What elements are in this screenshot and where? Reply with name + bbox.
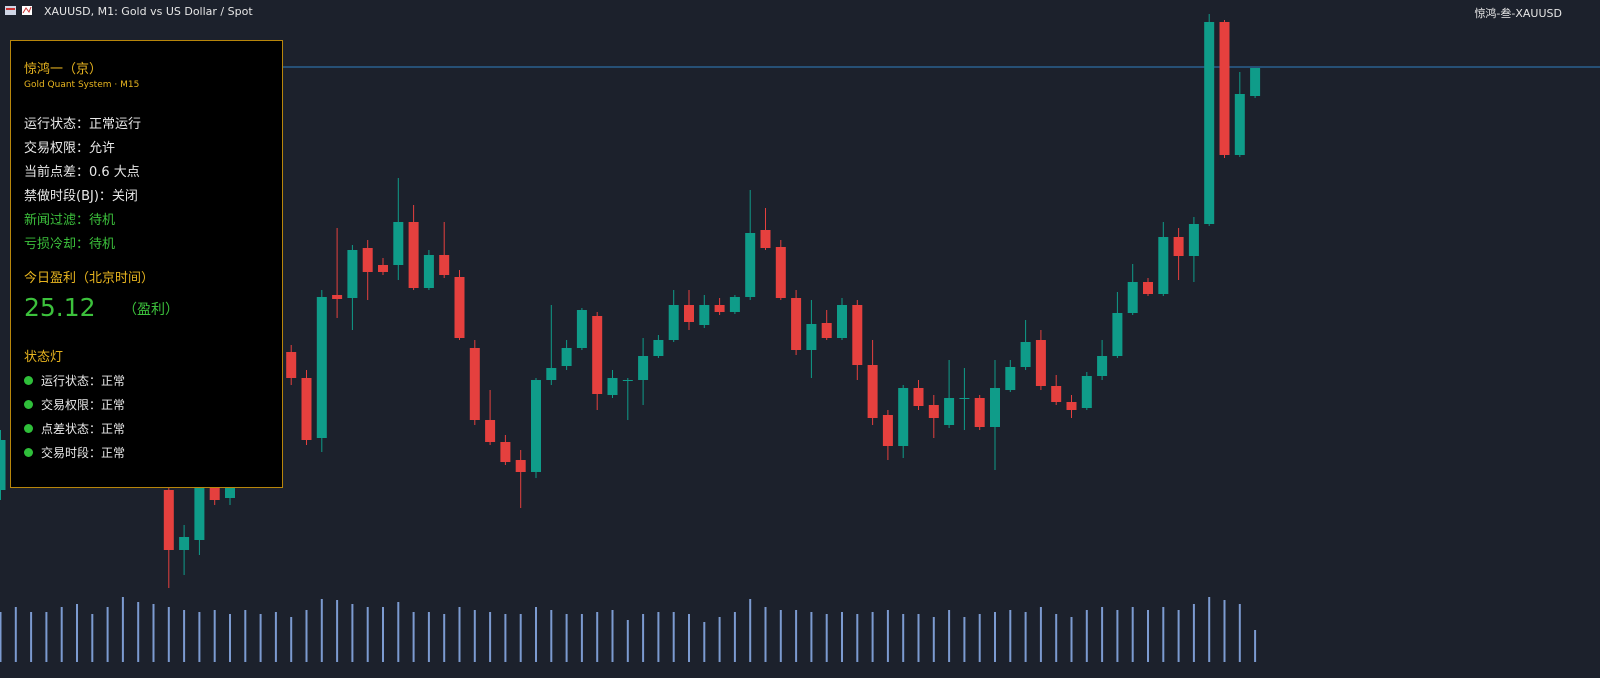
candle-body	[485, 420, 496, 442]
light-label: 运行状态：正常	[41, 374, 126, 388]
candle-body	[362, 248, 373, 272]
symbol: XAUUSD, M1: Gold vs US Dollar / Spot	[44, 5, 253, 18]
candle-body	[990, 388, 1000, 427]
candle-body	[653, 340, 664, 356]
candle-body	[913, 388, 924, 406]
candle-body	[423, 255, 434, 288]
candle-body	[1204, 22, 1215, 224]
candle-body	[286, 352, 297, 378]
light-label: 交易权限：正常	[41, 398, 126, 412]
light-label: 点差状态：正常	[41, 422, 126, 436]
candle-body	[1158, 237, 1169, 294]
candle-body	[745, 233, 756, 297]
candle-body	[1051, 386, 1062, 402]
candle-body	[760, 230, 771, 248]
panel-subtitle: Gold Quant System · M15	[24, 80, 140, 90]
candle-body	[1005, 367, 1016, 390]
filter: 亏损冷却：待机	[24, 237, 116, 252]
candle-body	[378, 265, 388, 272]
candle-body	[684, 305, 694, 322]
candle-body	[775, 247, 786, 298]
candle-body	[1097, 356, 1108, 376]
light: 交易时段：正常	[24, 444, 125, 461]
light: 点差状态：正常	[24, 420, 125, 437]
candle-body	[791, 298, 802, 350]
candle-body	[959, 398, 970, 399]
candle-body	[668, 305, 679, 340]
status: 禁做时段(BJ)：关闭	[24, 189, 138, 204]
candle-body	[944, 398, 955, 425]
candle-body	[316, 297, 327, 438]
candle-body	[1112, 313, 1123, 356]
candle-body	[638, 356, 649, 380]
candle-body	[301, 378, 312, 440]
candle-body	[928, 405, 939, 418]
filter: 新闻过滤：待机	[24, 213, 116, 228]
candle-body	[806, 324, 817, 350]
candle-body	[500, 442, 511, 462]
profit: 25.12	[24, 293, 96, 322]
candle-body	[393, 222, 404, 265]
lights-title: 状态灯	[24, 350, 64, 365]
candle-body	[607, 378, 618, 395]
light: 运行状态：正常	[24, 372, 125, 389]
candle-body	[332, 295, 343, 299]
candle-body	[592, 316, 603, 394]
candle-body	[867, 365, 878, 418]
candle-body	[1250, 68, 1261, 96]
candle-body	[439, 255, 450, 275]
candle-body	[1234, 94, 1245, 155]
candle-body	[1020, 342, 1031, 367]
candle-body	[194, 488, 205, 540]
status: 当前点差：0.6 大点	[24, 165, 140, 180]
account: 惊鸿-叁-XAUUSD	[1474, 7, 1562, 20]
candle-body	[622, 380, 633, 381]
candle-body	[1066, 402, 1077, 410]
status: 交易权限：允许	[24, 141, 116, 156]
candle-body	[561, 348, 572, 366]
candle-body	[0, 440, 6, 490]
candle-body	[469, 348, 480, 420]
candle-body	[882, 415, 893, 446]
candle-body	[1127, 282, 1138, 313]
status: 运行状态：正常运行	[24, 117, 142, 132]
panel-title: 惊鸿一（京）	[24, 62, 103, 77]
candle-body	[179, 537, 190, 550]
candle-body	[898, 388, 909, 446]
candle-body	[1035, 340, 1046, 386]
candle-body	[163, 490, 174, 550]
candle-body	[225, 488, 235, 498]
profit-title: 今日盈利（北京时间）	[24, 271, 155, 286]
title-bar: XAUUSD, M1: Gold vs US Dollar / Spot 惊鸿-…	[0, 0, 1600, 22]
candle-body	[837, 305, 847, 338]
candle-body	[1219, 22, 1230, 155]
candle-body	[454, 277, 465, 338]
light-label: 交易时段：正常	[41, 446, 126, 460]
candle-body	[699, 305, 710, 325]
candle-body	[974, 398, 985, 427]
candle-body	[515, 460, 526, 472]
candle-body	[546, 368, 557, 380]
candle-body	[852, 305, 863, 365]
candle-body	[729, 297, 740, 312]
icons	[5, 6, 32, 15]
candle-body	[1081, 376, 1092, 408]
candle-body	[821, 323, 832, 338]
candle-body	[714, 305, 725, 312]
candle-body	[1173, 237, 1184, 256]
candle-body	[531, 380, 541, 472]
light: 交易权限：正常	[24, 396, 125, 413]
candle-body	[408, 222, 419, 288]
candle-body	[209, 488, 220, 500]
candle-body	[1188, 224, 1199, 256]
candle-body	[576, 310, 587, 348]
profit-note: （盈利）	[123, 302, 179, 318]
candle-body	[1143, 282, 1153, 294]
info-panel: 惊鸿一（京） Gold Quant System · M15 运行状态：正常运行…	[10, 40, 283, 488]
candle-body	[347, 250, 358, 298]
